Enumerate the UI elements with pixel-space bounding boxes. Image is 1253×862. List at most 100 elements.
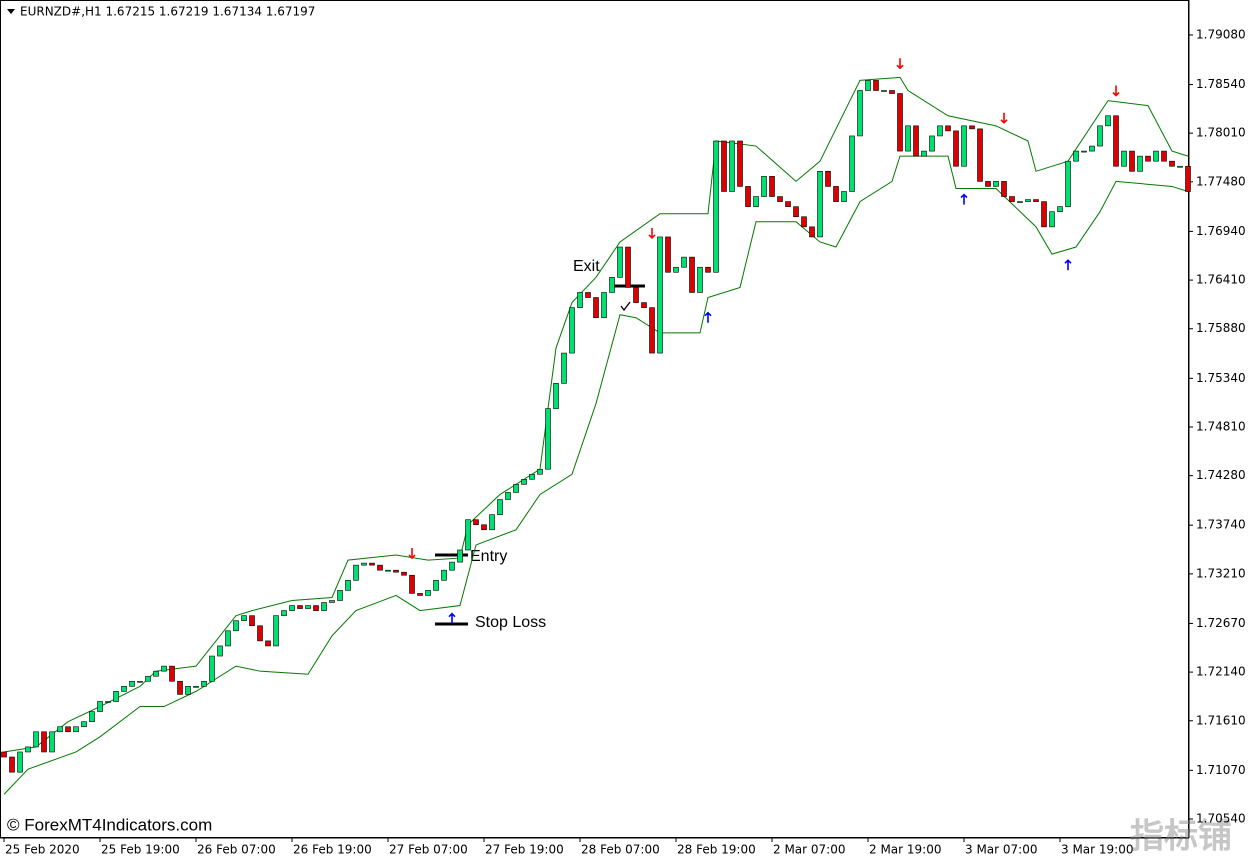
y-tick-label: 1.75880 [1196,321,1246,335]
candle-body [881,90,887,92]
candle-body [153,670,159,677]
candle-body [361,562,367,566]
candle-body [681,256,687,268]
candle-body [913,125,919,157]
candle-body [113,691,119,702]
candle-body [1185,165,1191,192]
candle-body [313,605,319,611]
y-tick-label: 1.72670 [1196,616,1246,630]
candle-body [201,680,207,687]
candle-body [737,140,743,187]
candle-body [1105,115,1111,127]
candle-body [241,615,247,621]
candle-body [537,468,543,475]
candle-body [273,615,279,647]
x-tick-label: 3 Mar 07:00 [965,843,1038,857]
candle-body [473,519,479,526]
candle-body [849,135,855,192]
candle-body [81,721,87,728]
candle-body [145,675,151,682]
candle-body [593,297,599,319]
y-tick-label: 1.79080 [1196,27,1246,41]
candle-body [657,236,663,354]
candle-body [665,236,671,273]
candle-body [345,579,351,591]
checkmark [620,301,631,312]
x-tick-label: 3 Mar 19:00 [1061,843,1134,857]
x-tick-label: 25 Feb 19:00 [101,843,180,857]
watermark: © ForexMT4Indicators.com [7,815,212,834]
candle-body [1121,150,1127,167]
x-tick-label: 26 Feb 19:00 [293,843,372,857]
candle-body [729,140,735,192]
x-tick-label: 28 Feb 07:00 [581,843,660,857]
chart-title: EURNZD#,H1 1.67215 1.67219 1.67134 1.671… [20,5,315,19]
candle-body [217,645,223,657]
x-tick-label: 27 Feb 07:00 [389,843,468,857]
candle-body [1129,150,1135,172]
candle-body [905,125,911,152]
candle-body [745,186,751,207]
signal-arrow [896,58,904,70]
candle-body [889,90,895,94]
candle-body [761,176,767,197]
candle-body [1049,211,1055,228]
candle-body [897,93,903,152]
candle-body [1041,201,1047,228]
candle-body [9,756,15,773]
candle-body [257,625,263,642]
annotation: Stop Loss [475,614,546,631]
signal-arrow [408,548,416,560]
candle-body [369,562,375,566]
candle-body [33,731,39,748]
candle-body [249,615,255,627]
candle-body [801,216,807,228]
signal-arrow [704,311,712,323]
candle-body [209,655,215,682]
candle-body [625,246,631,288]
candle-body [97,701,103,712]
candle-body [1001,181,1007,197]
candle-body [465,519,471,551]
candle-body [1177,165,1183,168]
y-tick-label: 1.75340 [1196,371,1246,385]
signal-arrow [648,227,656,240]
y-tick-label: 1.74280 [1196,468,1246,482]
candle-body [393,569,399,573]
candle-body [697,266,703,293]
candle-body [513,484,519,493]
candle-body [633,287,639,303]
menu-triangle [7,9,15,14]
candle-body [233,620,239,632]
candle-body [57,726,63,733]
candle-body [577,292,583,308]
band-line [3,76,1189,753]
candle-body [673,266,679,273]
candle-body [385,569,391,572]
candle-body [953,130,959,167]
candle-body [1025,199,1031,202]
candle-body [289,605,295,611]
candle-body [225,630,231,647]
candle-body [689,256,695,293]
candle-body [521,479,527,485]
candle-body [1169,160,1175,167]
candle-body [1153,150,1159,162]
candle-body [529,473,535,480]
candle-body [49,731,55,753]
candle-body [73,726,79,733]
candle-body [561,352,567,384]
y-tick-label: 1.77480 [1196,174,1246,188]
candle-body [1097,125,1103,147]
candle-body [993,181,999,187]
candle-body [617,246,623,278]
signal-arrow [960,193,968,205]
candle-body [601,292,607,319]
candle-body [873,80,879,91]
candle-body [585,292,591,298]
candle-body [857,90,863,137]
candle-body [129,680,135,687]
candle-body [169,665,175,682]
signal-arrow [1112,85,1120,97]
